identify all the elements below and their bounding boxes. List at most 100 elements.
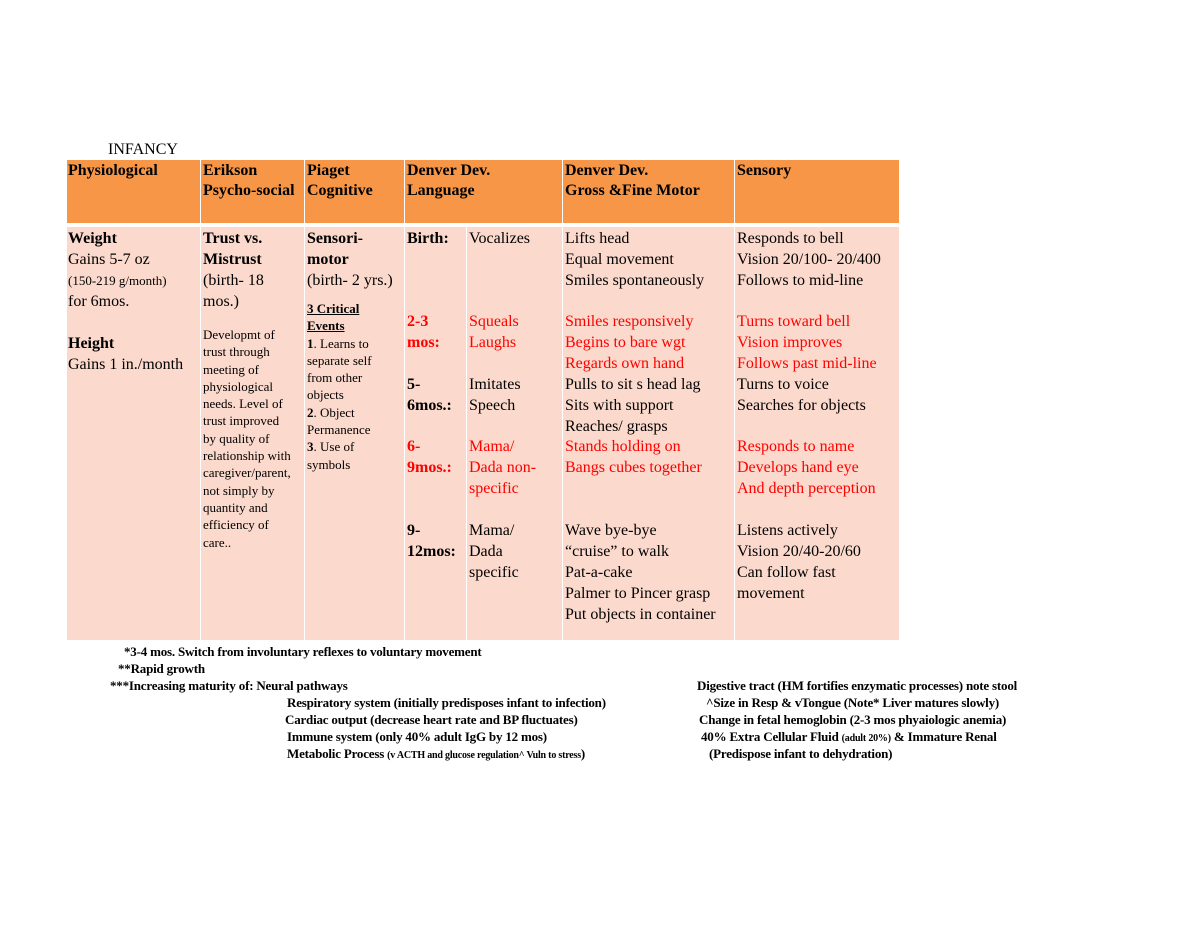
erikson-age: (birth- 18 bbox=[203, 272, 264, 289]
language-text-line: Mama/ bbox=[469, 522, 515, 539]
language-text-line: Dada non- bbox=[469, 459, 537, 476]
motor-line: Sits with support bbox=[565, 397, 674, 414]
footnote-text: (adult 20%) bbox=[841, 733, 891, 744]
sensory-line: And depth perception bbox=[737, 480, 876, 497]
motor-group: Smiles responsively Begins to bare wgt Reg… bbox=[565, 311, 693, 374]
footnote: Change in fetal hemoglobin (2-3 mos phya… bbox=[699, 712, 1007, 727]
header-line: Sensory bbox=[737, 162, 792, 179]
erikson-cell: Trust vs. Mistrust (birth- 18 mos.) Deve… bbox=[203, 228, 291, 551]
footnote: Cardiac output (decrease heart rate and … bbox=[285, 712, 578, 727]
motor-line: Begins to bare wgt bbox=[565, 334, 686, 351]
language-age-line: Birth: bbox=[407, 230, 449, 247]
weight-text: (150-219 g/month) bbox=[68, 273, 167, 288]
weight-text: Gains 5-7 oz bbox=[68, 251, 150, 268]
language-text-line: Vocalizes bbox=[469, 230, 531, 247]
header-bg bbox=[405, 160, 562, 223]
event-text: . Use of bbox=[313, 439, 355, 455]
header-bg bbox=[201, 160, 304, 223]
critical-events: 3 Critical Events 1. Learns to separate … bbox=[307, 300, 393, 473]
event-2: 2. Object bbox=[307, 404, 393, 421]
header-bg bbox=[735, 160, 899, 223]
header-line: Language bbox=[407, 182, 475, 199]
piaget-stage: motor bbox=[307, 251, 349, 268]
erikson-desc-line: relationship with bbox=[203, 448, 291, 464]
language-text-line: Speech bbox=[469, 397, 516, 414]
event-number: 1 bbox=[307, 335, 314, 351]
sensory-group: Turns toward bell Vision improves Follows … bbox=[737, 311, 877, 374]
physiological-cell: Weight Gains 5-7 oz (150-219 g/month) fo… bbox=[68, 228, 183, 375]
motor-group: Lifts head Equal movement Smiles spontane… bbox=[565, 228, 704, 291]
event-text: objects bbox=[307, 387, 344, 403]
language-age-line: 9- bbox=[407, 522, 421, 539]
erikson-stage: Trust vs. bbox=[203, 230, 263, 247]
event-1: 1. Learns to bbox=[307, 335, 393, 352]
language-text-line: Laughs bbox=[469, 334, 517, 351]
erikson-desc-line: trust improved bbox=[203, 413, 280, 429]
motor-line: Smiles spontaneously bbox=[565, 272, 705, 289]
erikson-desc-line: trust through bbox=[203, 344, 270, 360]
motor-group: Pulls to sit s head lag Sits with support… bbox=[565, 374, 701, 437]
motor-line: Put objects in container bbox=[565, 606, 716, 623]
header-line: Piaget bbox=[307, 162, 350, 179]
header-line: Physiological bbox=[68, 162, 158, 179]
motor-line: Lifts head bbox=[565, 230, 630, 247]
footnote: *3-4 mos. Switch from involuntary reflex… bbox=[124, 644, 482, 659]
language-text-group: Vocalizes bbox=[469, 228, 530, 249]
language-age-line: 2-3 bbox=[407, 313, 429, 330]
body-bg bbox=[201, 227, 304, 640]
language-text-line: Dada bbox=[469, 543, 503, 560]
piaget-age: (birth- 2 yrs.) bbox=[307, 272, 393, 289]
sensory-line: Listens actively bbox=[737, 522, 838, 539]
weight-text: for 6mos. bbox=[68, 293, 130, 310]
header-sensory: Sensory bbox=[737, 161, 791, 181]
header-line: Gross &Fine Motor bbox=[565, 182, 700, 199]
erikson-desc-line: needs. Level of bbox=[203, 396, 283, 412]
language-age-group: Birth: bbox=[407, 228, 449, 249]
erikson-desc-line: care.. bbox=[203, 534, 232, 550]
body-bg bbox=[405, 227, 466, 640]
header-language: Denver Dev. Language bbox=[407, 161, 490, 201]
sensory-group: Responds to name Develops hand eye And dep… bbox=[737, 436, 876, 499]
language-text-group: Imitates Speech bbox=[469, 374, 521, 416]
footnote-text: (v ACTH and glucose regulation^ Vuln to … bbox=[387, 750, 581, 761]
sensory-line: movement bbox=[737, 585, 805, 602]
language-age-line: 9mos.: bbox=[407, 459, 452, 476]
footnote-text: 40% Extra Cellular Fluid bbox=[701, 729, 842, 744]
footnote: Respiratory system (initially predispose… bbox=[287, 695, 606, 710]
document-title: INFANCY bbox=[108, 141, 178, 158]
motor-line: Regards own hand bbox=[565, 355, 685, 372]
events-heading: 3 Critical bbox=[307, 301, 360, 316]
sensory-line: Vision 20/40-20/60 bbox=[737, 543, 861, 560]
motor-line: Palmer to Pincer grasp bbox=[565, 585, 711, 602]
motor-line: Equal movement bbox=[565, 251, 674, 268]
language-age-line: mos: bbox=[407, 334, 440, 351]
language-age-group: 2-3 mos: bbox=[407, 311, 440, 353]
erikson-desc-line: physiological bbox=[203, 378, 274, 394]
header-line: Psycho-social bbox=[203, 182, 295, 199]
motor-line: Smiles responsively bbox=[565, 313, 694, 330]
body-bg bbox=[67, 227, 200, 640]
erikson-desc-line: by quality of bbox=[203, 430, 270, 446]
erikson-desc-line: efficiency of bbox=[203, 517, 269, 533]
header-bg bbox=[67, 160, 200, 223]
footnote: (Predispose infant to dehydration) bbox=[709, 746, 893, 761]
language-text-line: Imitates bbox=[469, 376, 521, 393]
body-bg bbox=[467, 227, 562, 640]
footnote: Immune system (only 40% adult IgG by 12 … bbox=[287, 729, 547, 744]
motor-group: Stands holding on Bangs cubes together bbox=[565, 436, 702, 478]
body-bg bbox=[735, 227, 899, 640]
erikson-desc-line: meeting of bbox=[203, 361, 259, 377]
motor-group: Wave bye-bye “cruise” to walk Pat-a-cake Pa… bbox=[565, 520, 716, 625]
motor-line: Stands holding on bbox=[565, 438, 681, 455]
sensory-line: Develops hand eye bbox=[737, 459, 859, 476]
event-text: from other bbox=[307, 370, 363, 386]
header-bg bbox=[305, 160, 404, 223]
footnote: Metabolic Process (v ACTH and glucose re… bbox=[287, 746, 585, 762]
erikson-desc-line: Developmt of bbox=[203, 327, 275, 342]
footnote: **Rapid growth bbox=[118, 661, 205, 676]
sensory-line: Vision 20/100- 20/400 bbox=[737, 251, 881, 268]
weight-label: Weight bbox=[68, 230, 117, 247]
event-text: symbols bbox=[307, 456, 351, 472]
erikson-desc-line: not simply by bbox=[203, 482, 275, 498]
event-text: Permanence bbox=[307, 422, 371, 438]
